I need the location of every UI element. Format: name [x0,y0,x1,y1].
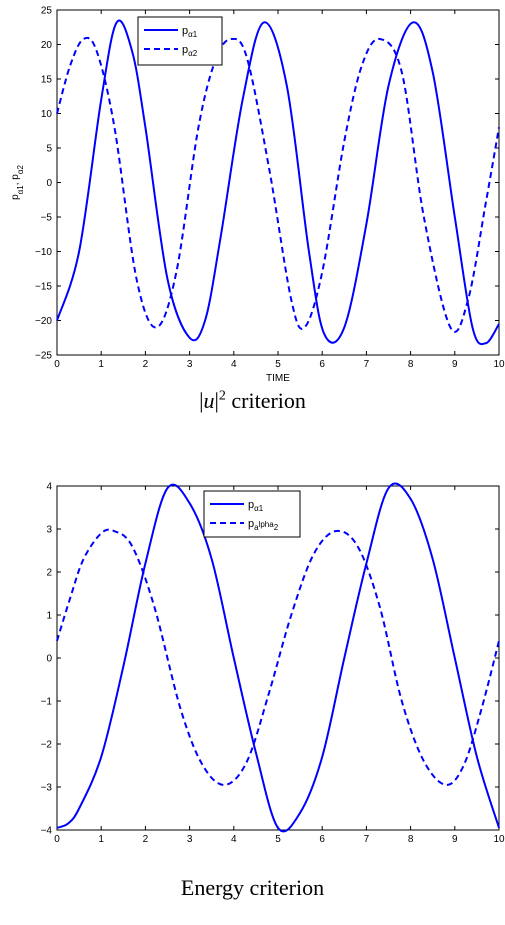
caption-top: |u|2 criterion [0,388,505,414]
chart1-legend-box [137,16,223,66]
caption-top-variable: u [203,388,215,413]
chart1-x-tick-label: 2 [143,359,149,370]
chart1-y-tick-label: 0 [46,178,52,189]
chart2-series-1-line [56,482,500,833]
chart1-y-axis-label: pα1, pα2 [10,165,25,200]
chart2-y-tick-label: 1 [46,611,52,622]
chart1-x-tick-label: 9 [452,359,458,370]
caption-top-bar-left: | [199,388,204,413]
legend-label-part: p [182,25,188,37]
chart1-y-tick-label: −5 [41,213,53,224]
chart2-legend-label-2: palpha2 [248,518,279,532]
chart1-x-tick-label: 10 [493,359,505,370]
chart2-y-tick-label: −2 [41,740,53,751]
chart2-x-tick-label: 7 [364,834,370,845]
chart1-x-tick-label: 8 [408,359,414,370]
legend-label-part: 2 [274,523,279,532]
chart2-y-tick-label: −1 [41,697,53,708]
chart1-x-axis-label: TIME [266,373,290,384]
chart2-x-tick-label: 8 [408,834,414,845]
chart2-y-tick-label: 0 [46,654,52,665]
chart1-y-tick-label: 15 [41,75,53,86]
chart2-x-tick-label: 2 [143,834,149,845]
chart1-x-tick-label: 5 [275,359,281,370]
chart2-x-tick-label: 1 [98,834,104,845]
chart1-y-tick-label: 5 [46,144,52,155]
caption-top-bar-right: | [214,388,219,413]
legend-label-part: α1 [188,30,198,39]
chart2-legend-label-1: pα1 [248,499,264,513]
caption-top-text: criterion [225,388,306,413]
chart2-y-tick-label: −4 [41,826,53,837]
legend-label-part: p [248,518,254,530]
chart2-x-tick-label: 4 [231,834,237,845]
chart1-y-tick-label: −20 [35,316,52,327]
chart2-x-tick-label: 9 [452,834,458,845]
y-axis-label-part: α1 [16,185,25,195]
chart2-x-tick-label: 5 [275,834,281,845]
chart2-legend-box [203,490,301,538]
chart2-x-tick-label: 3 [187,834,193,845]
chart2-x-tick-label: 0 [54,834,60,845]
chart2-axes-box [56,485,500,831]
legend-label-part: p [182,44,188,56]
caption-bottom: Energy criterion [180,875,325,900]
chart1-x-tick-label: 7 [364,359,370,370]
chart2-y-tick-label: −3 [41,783,53,794]
chart2-x-tick-label: 10 [493,834,505,845]
chart1-x-tick-label: 3 [187,359,193,370]
legend-label-part: lpha [259,520,275,529]
chart1-y-tick-label: 20 [41,40,53,51]
y-axis-label-part: , p [10,174,21,186]
caption-top-power: 2 [218,388,226,404]
legend-label-part: a [254,523,259,532]
chart1-x-tick-label: 1 [98,359,104,370]
legend-label-part: α2 [188,49,198,58]
chart1-legend-label-1: pα1 [182,25,198,39]
legend-label-part: p [248,499,254,511]
y-axis-label-part: p [10,194,21,200]
chart1-series-1-line [56,19,500,346]
legend-label-part: α1 [254,504,264,513]
chart1-legend-label-2: pα2 [182,44,198,58]
chart1-y-tick-label: −15 [35,282,52,293]
chart2-y-tick-label: 4 [46,482,52,493]
chart1-y-tick-label: −10 [35,247,52,258]
chart1-y-tick-label: 25 [41,6,53,17]
chart2-x-tick-label: 6 [319,834,325,845]
chart2-y-tick-label: 3 [46,525,52,536]
y-axis-label-part: α2 [16,165,25,175]
chart1-y-tick-label: −25 [35,351,52,362]
chart2-series-2-line [56,528,500,786]
chart1-series-2-line [56,36,500,333]
chart2-y-tick-label: 2 [46,568,52,579]
chart1-y-tick-label: 10 [41,109,53,120]
chart1-x-tick-label: 4 [231,359,237,370]
chart1-x-tick-label: 0 [54,359,60,370]
chart1-x-tick-label: 6 [319,359,325,370]
